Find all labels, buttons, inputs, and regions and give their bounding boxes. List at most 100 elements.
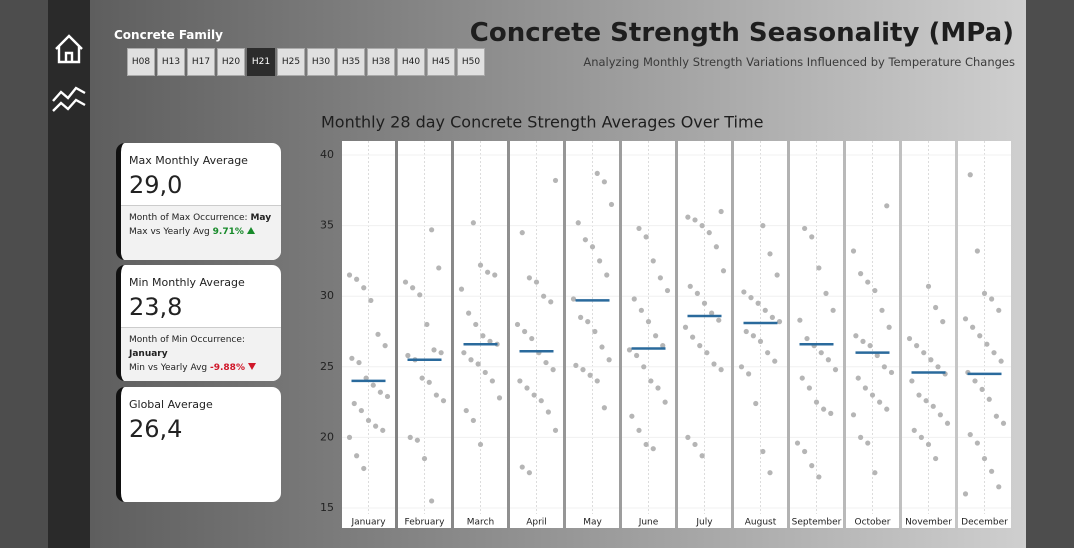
data-point bbox=[346, 434, 353, 440]
data-point bbox=[543, 359, 549, 366]
y-tick-label: 40 bbox=[320, 148, 334, 161]
filter-button[interactable]: H20 bbox=[217, 48, 245, 76]
filter-button[interactable]: H30 bbox=[307, 48, 335, 76]
data-point bbox=[804, 335, 810, 342]
data-point bbox=[608, 201, 615, 208]
x-tick-label: February bbox=[405, 518, 446, 528]
data-point bbox=[552, 427, 559, 433]
data-point bbox=[720, 268, 727, 274]
chart-icon[interactable] bbox=[52, 86, 86, 112]
data-point bbox=[356, 359, 362, 366]
data-point bbox=[706, 230, 712, 236]
data-point bbox=[989, 296, 995, 302]
data-point bbox=[767, 470, 773, 476]
data-point bbox=[970, 324, 976, 330]
data-point bbox=[981, 290, 988, 296]
data-point bbox=[874, 352, 880, 359]
kpi-card: Max Monthly Average 29,0 Month of Max Oc… bbox=[116, 143, 281, 260]
x-tick-label: September bbox=[792, 518, 842, 528]
data-point bbox=[626, 347, 633, 353]
data-point bbox=[548, 299, 554, 305]
data-point bbox=[419, 375, 425, 381]
data-point bbox=[855, 375, 861, 381]
y-tick-label: 20 bbox=[320, 430, 334, 443]
data-point bbox=[533, 279, 540, 285]
data-point bbox=[653, 333, 659, 339]
data-point bbox=[967, 172, 973, 178]
data-point bbox=[886, 324, 892, 330]
data-point bbox=[657, 275, 663, 281]
card-value: 23,8 bbox=[129, 293, 183, 321]
filter-button[interactable]: H25 bbox=[277, 48, 305, 76]
card-title: Min Monthly Average bbox=[129, 276, 245, 289]
data-point bbox=[909, 378, 915, 384]
down-arrow bbox=[247, 363, 256, 370]
data-point bbox=[575, 220, 581, 226]
data-point bbox=[918, 434, 924, 440]
data-point bbox=[816, 265, 822, 271]
data-point bbox=[592, 328, 598, 335]
data-point bbox=[604, 272, 610, 278]
data-point bbox=[860, 338, 866, 344]
data-point bbox=[682, 324, 689, 330]
filter-button[interactable]: H13 bbox=[157, 48, 185, 76]
data-point bbox=[655, 385, 661, 391]
data-point bbox=[541, 293, 547, 299]
data-point bbox=[911, 427, 917, 433]
data-point bbox=[974, 248, 980, 254]
data-point bbox=[925, 283, 932, 289]
data-point bbox=[545, 409, 551, 415]
data-point bbox=[694, 290, 700, 296]
filter-button[interactable]: H50 bbox=[457, 48, 485, 76]
filter-button[interactable]: H35 bbox=[337, 48, 365, 76]
detail-value: May bbox=[250, 213, 272, 223]
data-point bbox=[531, 392, 537, 398]
data-point bbox=[979, 386, 985, 392]
data-point bbox=[664, 287, 671, 294]
data-point bbox=[368, 297, 374, 304]
data-point bbox=[436, 265, 442, 271]
data-point bbox=[477, 441, 484, 448]
data-point bbox=[641, 364, 647, 370]
data-point bbox=[384, 393, 391, 400]
data-point bbox=[709, 310, 715, 316]
data-point bbox=[606, 357, 612, 363]
data-point bbox=[629, 413, 635, 419]
home-icon[interactable] bbox=[55, 34, 83, 64]
data-point bbox=[529, 335, 535, 342]
card-value: 29,0 bbox=[129, 171, 183, 199]
filter-button[interactable]: H40 bbox=[397, 48, 425, 76]
data-point bbox=[650, 446, 656, 452]
data-point bbox=[349, 355, 355, 361]
data-point bbox=[967, 431, 973, 438]
data-point bbox=[410, 285, 416, 291]
filter-button[interactable]: H08 bbox=[127, 48, 155, 76]
data-point bbox=[704, 350, 710, 356]
x-tick-label: July bbox=[695, 518, 713, 528]
data-point bbox=[346, 272, 353, 278]
card-title: Global Average bbox=[129, 398, 213, 411]
data-point bbox=[853, 333, 859, 339]
data-point bbox=[375, 331, 381, 337]
data-point bbox=[830, 307, 836, 313]
data-point bbox=[648, 378, 654, 384]
data-point bbox=[599, 344, 605, 350]
data-point bbox=[573, 362, 579, 368]
data-point bbox=[526, 470, 532, 476]
data-point bbox=[473, 321, 479, 328]
filter-button[interactable]: H17 bbox=[187, 48, 215, 76]
filter-button[interactable]: H45 bbox=[427, 48, 455, 76]
y-tick-label: 15 bbox=[320, 501, 334, 514]
x-tick-label: December bbox=[961, 518, 1008, 528]
data-point bbox=[470, 417, 476, 424]
filter-button[interactable]: H38 bbox=[367, 48, 395, 76]
data-point bbox=[802, 448, 808, 455]
data-point bbox=[587, 372, 593, 378]
data-point bbox=[363, 375, 369, 381]
data-point bbox=[757, 338, 764, 344]
data-point bbox=[692, 217, 698, 223]
data-point bbox=[645, 319, 652, 325]
data-point bbox=[865, 279, 871, 285]
filter-button[interactable]: H21 bbox=[247, 48, 275, 76]
